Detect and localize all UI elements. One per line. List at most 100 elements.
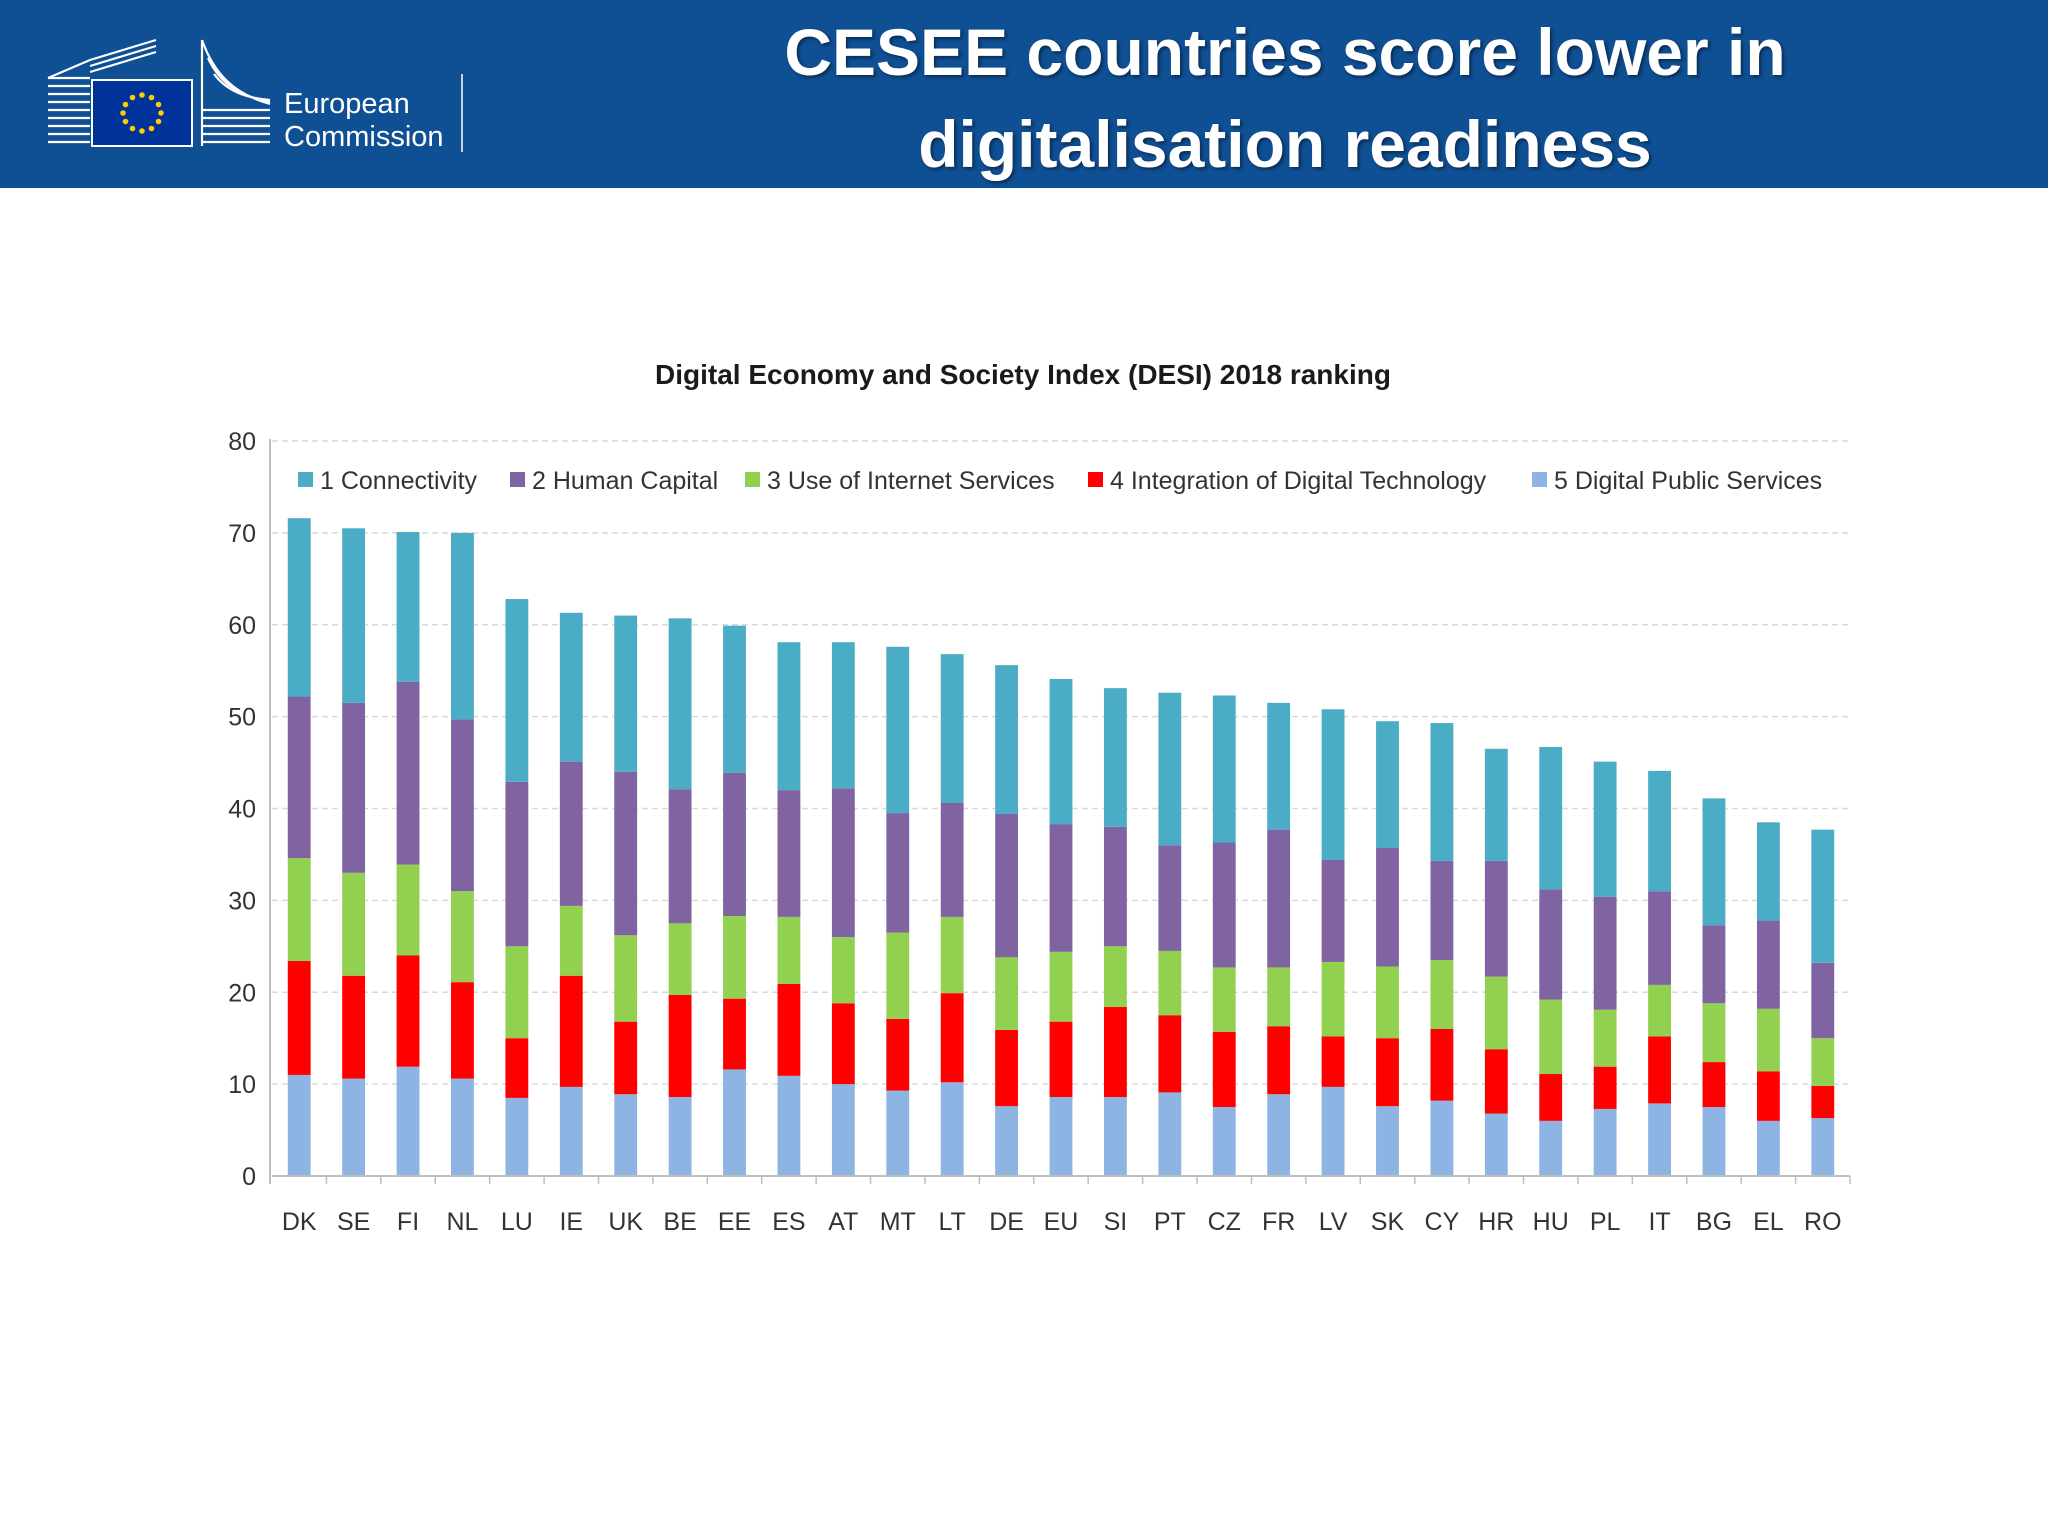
bar-segment — [1376, 1038, 1399, 1107]
bar-segment — [1321, 709, 1345, 860]
bar-segment — [1756, 1120, 1780, 1176]
bar-segment — [1648, 984, 1671, 1037]
bar-segment — [614, 615, 638, 772]
bar-segment — [1539, 999, 1563, 1075]
bar-segment — [1321, 961, 1345, 1037]
bar-segment — [831, 788, 855, 938]
bar-segment — [1756, 920, 1780, 1009]
bar-segment — [287, 1074, 311, 1176]
x-tick-label: PL — [1590, 1208, 1621, 1236]
x-tick-label: DK — [282, 1208, 317, 1236]
slide-title-line-1: CESEE countries score lower in — [784, 15, 1786, 89]
bar-segment — [940, 916, 964, 994]
bar-segment — [1103, 1006, 1127, 1097]
bar-segment — [505, 1038, 529, 1098]
bar-segment — [1539, 889, 1563, 1000]
y-tick-label: 10 — [228, 1071, 256, 1099]
bar-segment — [1212, 1031, 1236, 1108]
y-tick-label: 80 — [228, 428, 256, 456]
bar-segment — [886, 1018, 910, 1091]
y-tick-label: 50 — [228, 704, 256, 732]
bar-segment — [1811, 1038, 1835, 1086]
bar-segment — [1484, 976, 1508, 1050]
bar-segment — [614, 1094, 638, 1176]
bar-segment — [1593, 896, 1617, 1010]
bar-segment — [1376, 721, 1399, 849]
bar-segment — [940, 802, 964, 917]
bar-segment — [1702, 1062, 1726, 1108]
bar-segment — [995, 1106, 1019, 1176]
bar-segment — [668, 923, 692, 996]
bar-segment — [668, 618, 692, 790]
bar-segment — [1484, 748, 1508, 861]
eu-stars-icon — [120, 92, 164, 134]
bar-segment — [287, 961, 311, 1075]
bar-segment — [451, 891, 474, 983]
x-tick-label: LU — [501, 1208, 533, 1236]
x-tick-label: DE — [989, 1208, 1024, 1236]
bar-segment — [614, 935, 638, 1022]
bar-segment — [1267, 829, 1291, 968]
bar-segment — [1049, 1096, 1073, 1176]
bar-segment — [1430, 723, 1454, 861]
legend-label: 3 Use of Internet Services — [767, 467, 1055, 495]
x-tick-label: ES — [772, 1208, 805, 1236]
bar-segment — [831, 1084, 855, 1176]
x-tick-label: NL — [446, 1208, 478, 1236]
bar-segment — [995, 1029, 1019, 1107]
bar-segment — [1702, 925, 1726, 1004]
bar-segment — [1430, 1029, 1454, 1101]
x-tick-label: FI — [397, 1208, 419, 1236]
logo-text: European Commission — [284, 88, 444, 154]
bar-segment — [1321, 1036, 1345, 1087]
x-tick-label: BG — [1696, 1208, 1732, 1236]
bar-segment — [723, 625, 746, 773]
european-commission-logo — [47, 38, 463, 152]
bar-segment — [777, 642, 801, 791]
y-tick-label: 40 — [228, 796, 256, 824]
x-tick-label: SE — [337, 1208, 370, 1236]
bar-segment — [614, 771, 638, 936]
x-tick-label: LT — [939, 1208, 966, 1236]
logo-line-1: European — [284, 88, 410, 120]
bar-segment — [396, 955, 420, 1067]
bar-segment — [1811, 962, 1835, 1039]
bar-segment — [1593, 761, 1617, 897]
bar-segment — [451, 532, 474, 720]
bar-segment — [995, 814, 1019, 958]
bar-segment — [1158, 950, 1182, 1016]
bar-segment — [1484, 860, 1508, 977]
bar-segment — [1811, 1118, 1835, 1176]
y-axis: 0 10 20 30 40 50 60 70 80 — [228, 428, 271, 1191]
bar-segment — [287, 858, 311, 962]
x-tick-label: SK — [1371, 1208, 1405, 1236]
bar-segment — [396, 1066, 420, 1176]
x-tick-label: EE — [718, 1208, 751, 1236]
bar-segment — [831, 1003, 855, 1085]
bar-segment — [1049, 678, 1073, 825]
bar-segment — [1103, 688, 1127, 827]
bar-segment — [777, 983, 801, 1076]
bar-segment — [831, 642, 855, 789]
bar-segment — [1811, 1085, 1835, 1119]
bar-segment — [396, 531, 420, 682]
bar-segment — [1376, 966, 1399, 1039]
bar-segment — [1321, 1086, 1345, 1176]
x-tick-label: SI — [1104, 1208, 1128, 1236]
x-tick-label: CY — [1425, 1208, 1460, 1236]
bar-segment — [559, 1086, 583, 1176]
bar-segment — [1376, 1106, 1399, 1176]
bar-segment — [1049, 1021, 1073, 1097]
bar-segment — [1539, 1074, 1563, 1121]
bar-segment — [1430, 1100, 1454, 1176]
bar-segment — [1593, 1009, 1617, 1067]
y-tick-label: 60 — [228, 612, 256, 640]
bar-segment — [342, 528, 366, 703]
bar-segment — [342, 702, 366, 873]
legend-label: 2 Human Capital — [532, 467, 718, 495]
bar-segment — [668, 789, 692, 924]
bar-segment — [505, 946, 529, 1039]
x-axis: DK SE FI NL LU IE UK BE EE ES AT MT LT DE EU SI PT CZ FR LV… — [272, 1175, 1851, 1236]
bar-segment — [995, 957, 1019, 1030]
bar-segment — [995, 665, 1019, 815]
